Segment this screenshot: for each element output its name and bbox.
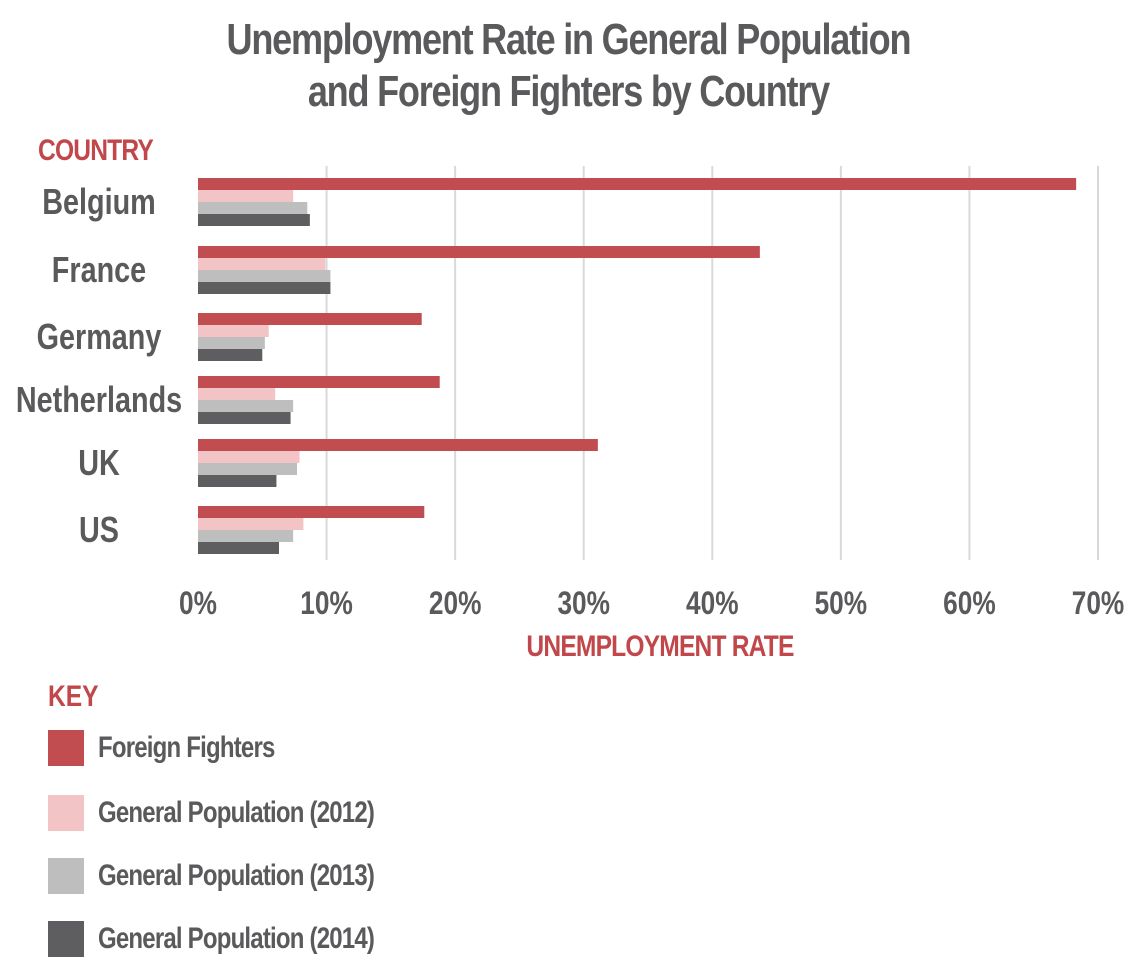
category-label: Belgium — [42, 181, 156, 222]
x-tick-label: 0% — [179, 587, 217, 622]
chart-title-line-1: Unemployment Rate in General Population — [226, 15, 912, 64]
bar-us-4 — [198, 542, 279, 554]
bar-france-4 — [198, 282, 331, 294]
bar-uk-1 — [198, 439, 598, 451]
legend-item: General Population (2014) — [48, 921, 443, 957]
bar-germany-3 — [198, 337, 265, 349]
bar-us-3 — [198, 530, 294, 542]
y-axis-heading: COUNTRY — [38, 134, 154, 167]
x-tick-label: 10% — [300, 587, 353, 622]
x-tick-label: 40% — [686, 587, 739, 622]
bar-uk-4 — [198, 475, 277, 487]
bar-belgium-3 — [198, 202, 308, 214]
legend-label: General Population (2012) — [98, 796, 375, 829]
x-axis-heading: UNEMPLOYMENT RATE — [526, 630, 794, 663]
legend-item: Foreign Fighters — [48, 730, 319, 766]
x-tick-label: 70% — [1072, 587, 1125, 622]
bar-belgium-1 — [198, 178, 1077, 190]
bar-chart: Belgium France Germany Netherlands UK US 0% 10%… — [16, 166, 1125, 622]
x-tick-label: 60% — [943, 587, 996, 622]
bar-france-2 — [198, 258, 326, 270]
category-label: UK — [78, 442, 120, 483]
bar-netherlands-1 — [198, 376, 440, 388]
category-label: France — [52, 249, 146, 290]
bar-uk-3 — [198, 463, 297, 475]
bar-france-1 — [198, 246, 760, 258]
legend-swatch — [48, 921, 84, 957]
bar-germany-2 — [198, 325, 269, 337]
legend-swatch — [48, 858, 84, 894]
bar-us-2 — [198, 518, 304, 530]
bar-germany-4 — [198, 349, 263, 361]
legend-item: General Population (2012) — [48, 795, 443, 831]
bar-france-3 — [198, 270, 331, 282]
legend-swatch — [48, 795, 84, 831]
bar-netherlands-3 — [198, 400, 294, 412]
x-tick-label: 30% — [557, 587, 610, 622]
key-heading: KEY — [48, 680, 99, 713]
category-label: US — [79, 509, 119, 550]
bar-us-1 — [198, 506, 425, 518]
legend-label: General Population (2013) — [98, 859, 375, 892]
category-label: Germany — [37, 316, 162, 357]
legend-label: Foreign Fighters — [98, 731, 275, 764]
bar-netherlands-4 — [198, 412, 291, 424]
chart-title-line-2: and Foreign Fighters by Country — [307, 67, 830, 116]
bar-uk-2 — [198, 451, 300, 463]
bar-germany-1 — [198, 313, 422, 325]
x-tick-label: 20% — [429, 587, 482, 622]
legend-label: General Population (2014) — [98, 922, 375, 955]
legend-item: General Population (2013) — [48, 858, 443, 894]
bar-belgium-2 — [198, 190, 294, 202]
chart-title: Unemployment Rate in General Population … — [102, 14, 1034, 118]
bar-netherlands-2 — [198, 388, 276, 400]
x-tick-label: 50% — [815, 587, 868, 622]
bar-belgium-4 — [198, 214, 310, 226]
legend-swatch — [48, 730, 84, 766]
category-label: Netherlands — [16, 379, 182, 420]
